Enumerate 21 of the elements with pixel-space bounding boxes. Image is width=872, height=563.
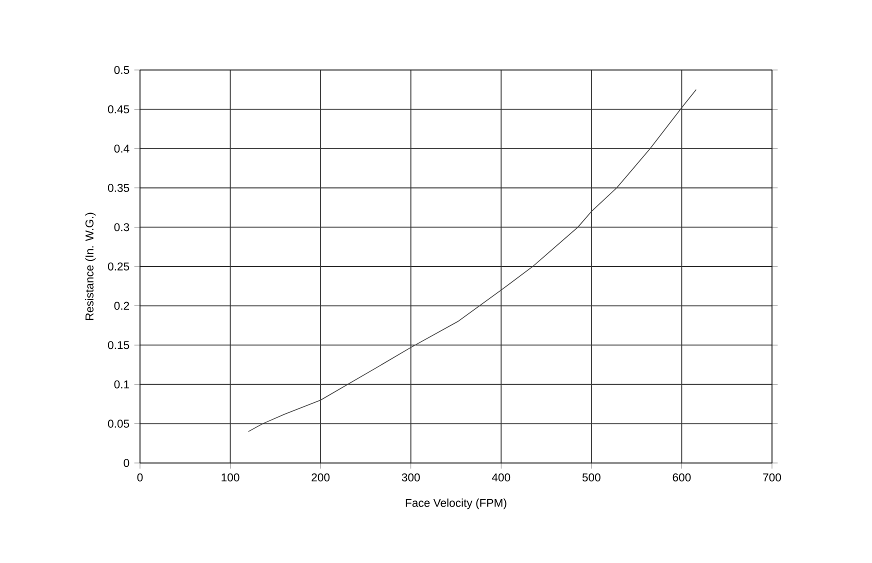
y-tick-label: 0.25 xyxy=(108,262,130,270)
y-tick-label: 0.4 xyxy=(114,144,130,153)
y-tick-label: 0.3 xyxy=(114,223,130,232)
x-tick-label: 500 xyxy=(582,473,600,482)
x-tick-label: 600 xyxy=(672,473,691,482)
x-tick-label: 300 xyxy=(402,473,420,482)
x-axis-title: Face Velocity (FPM) xyxy=(406,498,506,510)
y-tick-label: 0 xyxy=(124,458,130,467)
x-tick-label: 0 xyxy=(137,473,143,482)
y-tick-label: 0.5 xyxy=(114,66,130,74)
x-tick-label: 400 xyxy=(492,473,510,482)
x-tick-label: 200 xyxy=(312,473,330,482)
y-tick-label: 0.1 xyxy=(114,380,130,388)
x-tick-label: 100 xyxy=(222,473,240,482)
y-tick-label: 0.05 xyxy=(108,420,130,428)
y-tick-label: 0.2 xyxy=(114,302,130,310)
x-tick-label: 700 xyxy=(763,473,781,482)
y-tick-label: 0.15 xyxy=(108,341,130,350)
y-tick-label: 0.45 xyxy=(108,105,130,114)
y-tick-label: 0.35 xyxy=(108,184,130,192)
y-axis-title: Resistance (In. W.G.) xyxy=(85,212,96,320)
